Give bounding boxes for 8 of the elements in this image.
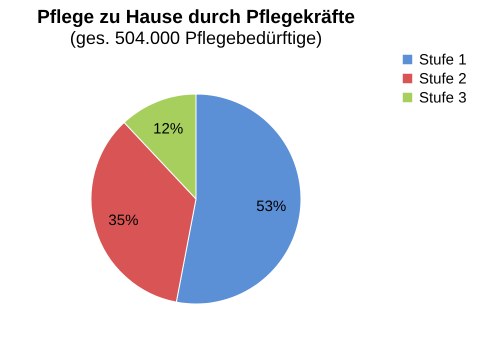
legend-label: Stufe 2 [419, 70, 467, 88]
chart-subtitle: (ges. 504.000 Pflegebedürftige) [70, 28, 322, 48]
data-label: 35% [108, 212, 138, 230]
chart-title: Pflege zu Hause durch Pflegekräfte [37, 7, 355, 28]
data-label: 53% [256, 198, 286, 216]
data-label: 12% [153, 120, 184, 138]
legend-label: Stufe 3 [419, 90, 467, 106]
legend-label: Stufe 1 [419, 52, 467, 68]
